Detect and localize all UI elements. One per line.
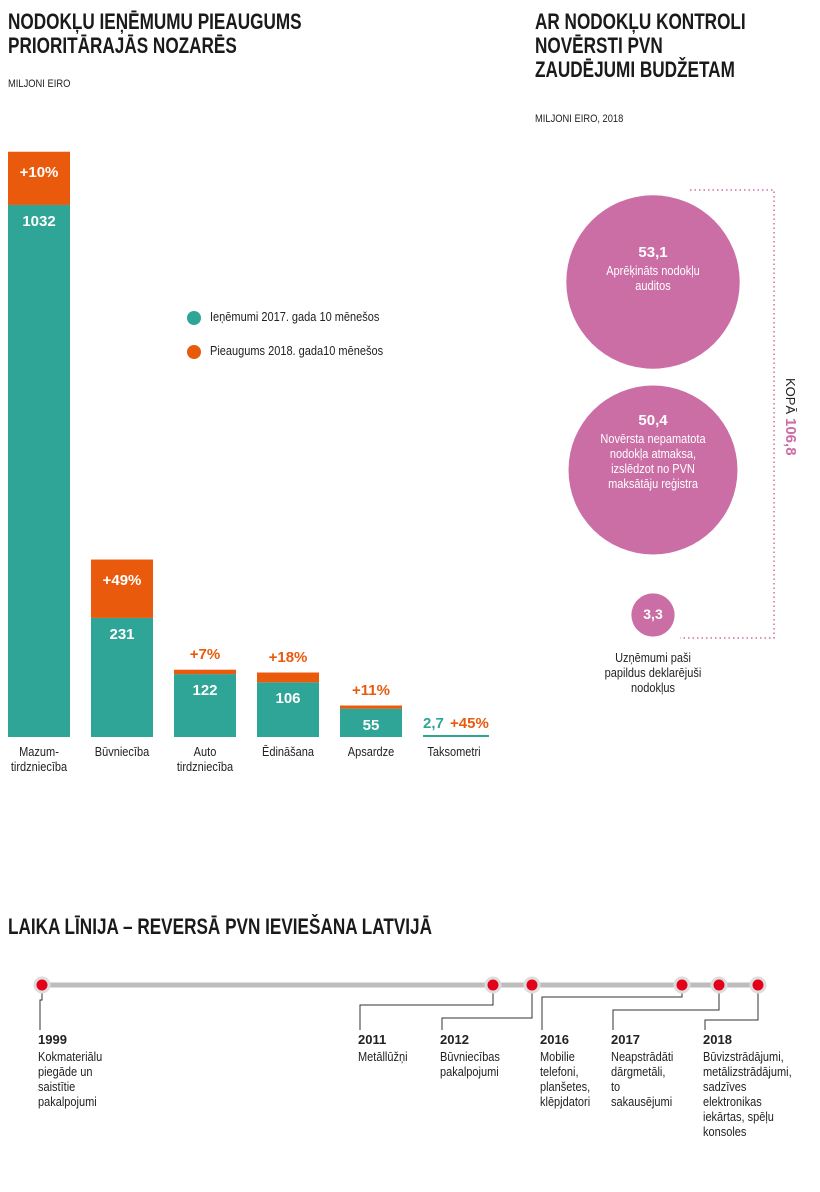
bar-segment [8,204,70,738]
bubble-description: Uzņēmumi paši papildus deklarējuši nodok… [604,650,702,695]
value-label: 122 [192,682,218,700]
value-label: +10% [19,163,59,181]
legend-swatch [187,311,201,325]
timeline-dot [673,976,691,994]
value-label: +11% [352,681,390,699]
x-tick-label: Mazum- tirdzniecība [10,745,68,774]
legend-label: Pieaugums 2018. gada10 mēnešos [210,344,384,358]
value-label: +45% [450,715,489,732]
event-text: Kokmateriālu piegāde un saistītie pakalp… [38,1050,103,1109]
timeline-dot [33,976,51,994]
bar-segment [174,674,236,737]
connector [612,985,720,1030]
legend-swatch [187,345,201,359]
bar-segment [8,151,70,205]
x-tick-label: Apsardze [347,745,395,759]
value-label: 231 [109,625,135,643]
event-year: 2011 [358,1032,387,1047]
event-text: Neapstrādāti dārgmetāli, to sakausējumi [611,1050,674,1109]
timeline-dot [710,976,728,994]
value-label: +18% [268,648,308,666]
bar-segment [91,559,153,618]
value-label: 1032 [22,212,56,230]
bar-segment [340,708,402,737]
event-text: Metāllūžņi [358,1050,408,1064]
event-year: 1999 [38,1032,67,1047]
bar-underline [423,735,489,737]
bubble [568,385,738,555]
bar-segment [340,705,402,709]
chart-subtitle: MILJONI EIRO [8,78,71,90]
bubble-description: Novērsta nepamatota nodokļa atmaksa, izs… [600,432,706,491]
timeline-dot [523,976,541,994]
connector [359,985,494,1030]
x-tick-label: Auto tirdzniecība [176,745,234,774]
bubble-description: Aprēķināts nodokļu auditos [606,264,700,293]
event-year: 2012 [440,1032,469,1047]
total-caption: KOPĀ [783,378,798,415]
connector [541,985,683,1030]
x-tick-label: Taksometri [427,745,481,759]
bubble [631,593,675,637]
total-label: KOPĀ 106,8 [781,378,799,456]
total-value: 106,8 [782,418,799,456]
bubble [566,195,740,369]
value-label: 55 [362,716,380,734]
chart-title: AR NODOKĻU KONTROLI NOVĒRSTI PVN ZAUDĒJU… [535,9,746,82]
legend-label: Ieņēmumi 2017. gada 10 mēnešos [210,310,380,324]
event-year: 2016 [540,1032,569,1047]
event-text: Mobilie telefoni, planšetes, klēpjdatori [540,1050,591,1109]
event-text: Būvniecības pakalpojumi [440,1050,500,1079]
value-label: +49% [102,571,142,589]
bar-segment [257,682,319,737]
connector [441,985,533,1030]
x-tick-label: Ēdināšana [261,745,314,759]
value-label: 106 [275,690,301,708]
chart-subtitle: MILJONI EIRO, 2018 [535,113,624,125]
value-label: 2,7 [423,715,444,732]
bar-segment [174,669,236,675]
value-label: 50,4 [638,412,668,429]
event-year: 2018 [703,1032,732,1047]
value-label: 3,3 [643,606,663,622]
timeline-title: LAIKA LĪNIJA – REVERSĀ PVN IEVIEŠANA LAT… [8,914,432,939]
value-label: 53,1 [638,244,668,261]
event-year: 2017 [611,1032,640,1047]
event-text: Būvizstrādājumi, metālizstrādājumi, sadz… [703,1050,792,1139]
chart-title: NODOKĻU IEŅĒMUMU PIEAUGUMS PRIORITĀRAJĀS… [8,9,302,58]
bar-segment [257,672,319,683]
value-label: +7% [189,645,221,663]
timeline-dot [484,976,502,994]
timeline-dot [749,976,767,994]
x-tick-label: Būvniecība [94,745,150,759]
connector [704,985,759,1030]
total-bracket [680,189,775,639]
bar-segment [91,617,153,737]
